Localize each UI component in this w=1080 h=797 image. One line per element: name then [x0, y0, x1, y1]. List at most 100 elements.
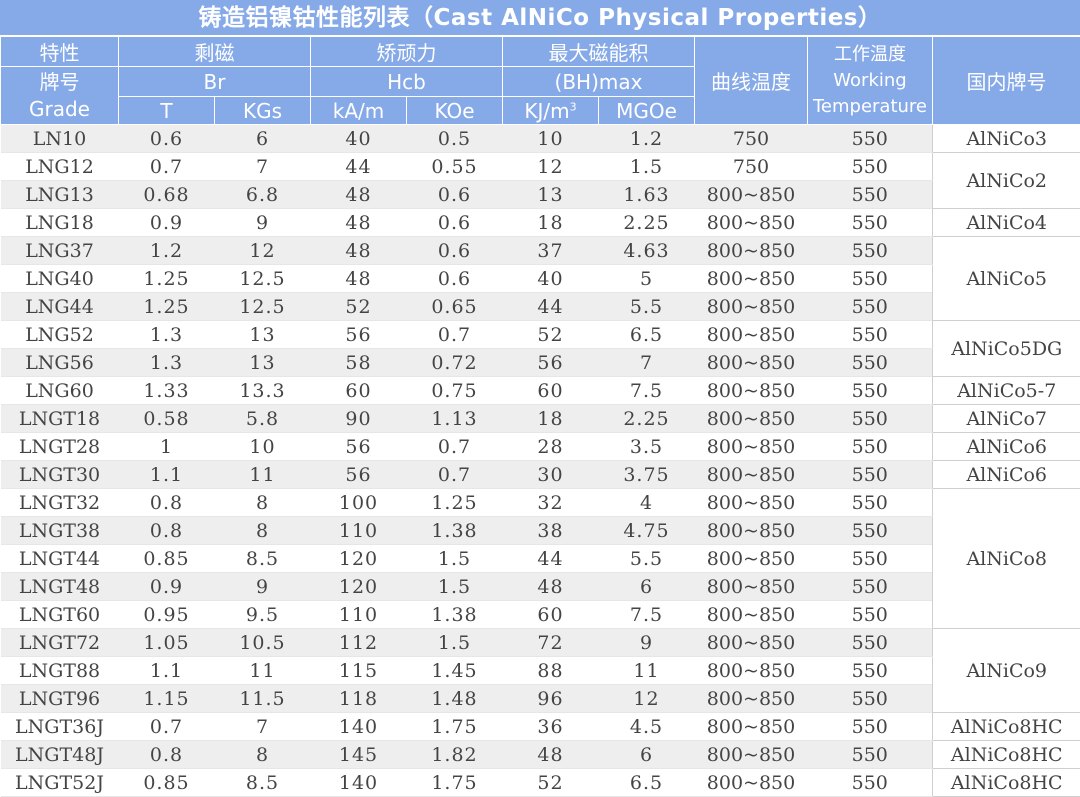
br-kgs-cell: 13: [215, 321, 311, 349]
table-title: 铸造铝镍钴性能列表（Cast AlNiCo Physical Propertie…: [0, 0, 1080, 36]
grade-cell: LNG60: [1, 377, 119, 405]
curve-temp-cell: 800~850: [695, 657, 808, 685]
grade-cell: LN10: [1, 125, 119, 153]
working-temp-cell: 550: [808, 629, 933, 657]
header-hcb-cn: 矫顽力: [311, 37, 503, 67]
bh-mgoe-cell: 1.5: [599, 153, 695, 181]
grade-cell: LNGT48: [1, 573, 119, 601]
working-temp-cell: 550: [808, 461, 933, 489]
br-t-cell: 0.95: [119, 601, 215, 629]
hcb-koe-cell: 1.45: [407, 657, 503, 685]
grade-cell: LNGT72: [1, 629, 119, 657]
working-temp-cell: 550: [808, 405, 933, 433]
bh-kj-cell: 52: [503, 769, 599, 797]
bh-kj-cell: 37: [503, 237, 599, 265]
hcb-koe-cell: 0.7: [407, 321, 503, 349]
bh-kj-cell: 30: [503, 461, 599, 489]
bh-mgoe-cell: 7.5: [599, 601, 695, 629]
hcb-kam-cell: 90: [311, 405, 407, 433]
domestic-grade-cell: AlNiCo7: [933, 405, 1080, 433]
hcb-kam-cell: 58: [311, 349, 407, 377]
grade-cell: LNGT60: [1, 601, 119, 629]
br-kgs-cell: 6: [215, 125, 311, 153]
br-t-cell: 0.85: [119, 545, 215, 573]
hcb-koe-cell: 0.75: [407, 377, 503, 405]
br-kgs-cell: 10: [215, 433, 311, 461]
grade-cell: LNGT38: [1, 517, 119, 545]
hcb-koe-cell: 0.6: [407, 237, 503, 265]
br-kgs-cell: 7: [215, 713, 311, 741]
hcb-kam-cell: 120: [311, 545, 407, 573]
br-kgs-cell: 10.5: [215, 629, 311, 657]
bh-mgoe-cell: 4.5: [599, 713, 695, 741]
br-t-cell: 1.1: [119, 657, 215, 685]
br-kgs-cell: 11: [215, 461, 311, 489]
hcb-kam-cell: 118: [311, 685, 407, 713]
header-bh-kj-base: KJ/m: [524, 99, 569, 123]
working-temp-cell: 550: [808, 377, 933, 405]
br-t-cell: 0.58: [119, 405, 215, 433]
bh-kj-cell: 18: [503, 209, 599, 237]
hcb-koe-cell: 0.55: [407, 153, 503, 181]
br-kgs-cell: 9: [215, 209, 311, 237]
domestic-grade-cell: AlNiCo4: [933, 209, 1080, 237]
curve-temp-cell: 750: [695, 153, 808, 181]
hcb-kam-cell: 56: [311, 321, 407, 349]
hcb-kam-cell: 48: [311, 209, 407, 237]
working-temp-cell: 550: [808, 349, 933, 377]
br-kgs-cell: 7: [215, 153, 311, 181]
br-t-cell: 1: [119, 433, 215, 461]
br-t-cell: 0.6: [119, 125, 215, 153]
hcb-koe-cell: 0.6: [407, 209, 503, 237]
curve-temp-cell: 800~850: [695, 321, 808, 349]
curve-temp-cell: 800~850: [695, 293, 808, 321]
hcb-koe-cell: 0.65: [407, 293, 503, 321]
br-t-cell: 1.05: [119, 629, 215, 657]
domestic-grade-cell: AlNiCo5DG: [933, 321, 1080, 377]
bh-mgoe-cell: 4.63: [599, 237, 695, 265]
hcb-koe-cell: 1.82: [407, 741, 503, 769]
hcb-koe-cell: 1.75: [407, 769, 503, 797]
bh-kj-cell: 88: [503, 657, 599, 685]
hcb-kam-cell: 56: [311, 433, 407, 461]
grade-cell: LNGT30: [1, 461, 119, 489]
br-kgs-cell: 11: [215, 657, 311, 685]
br-t-cell: 0.68: [119, 181, 215, 209]
curve-temp-cell: 800~850: [695, 741, 808, 769]
bh-kj-cell: 96: [503, 685, 599, 713]
br-t-cell: 1.3: [119, 349, 215, 377]
bh-mgoe-cell: 11: [599, 657, 695, 685]
br-t-cell: 0.7: [119, 713, 215, 741]
br-kgs-cell: 13.3: [215, 377, 311, 405]
curve-temp-cell: 800~850: [695, 545, 808, 573]
curve-temp-cell: 800~850: [695, 713, 808, 741]
domestic-grade-cell: AlNiCo5: [933, 237, 1080, 321]
br-kgs-cell: 8: [215, 489, 311, 517]
domestic-grade-cell: AlNiCo8HC: [933, 741, 1080, 769]
header-grade-en: Grade: [1, 96, 118, 123]
br-t-cell: 1.2: [119, 237, 215, 265]
bh-kj-cell: 28: [503, 433, 599, 461]
br-kgs-cell: 11.5: [215, 685, 311, 713]
grade-cell: LNGT88: [1, 657, 119, 685]
br-t-cell: 0.9: [119, 209, 215, 237]
hcb-kam-cell: 56: [311, 461, 407, 489]
hcb-koe-cell: 1.38: [407, 517, 503, 545]
curve-temp-cell: 800~850: [695, 237, 808, 265]
grade-cell: LNGT52J: [1, 769, 119, 797]
curve-temp-cell: 800~850: [695, 629, 808, 657]
hcb-koe-cell: 1.5: [407, 629, 503, 657]
grade-cell: LNG12: [1, 153, 119, 181]
bh-mgoe-cell: 1.2: [599, 125, 695, 153]
grade-cell: LNG13: [1, 181, 119, 209]
curve-temp-cell: 800~850: [695, 405, 808, 433]
header-bh-cn: 最大磁能积: [503, 37, 695, 67]
